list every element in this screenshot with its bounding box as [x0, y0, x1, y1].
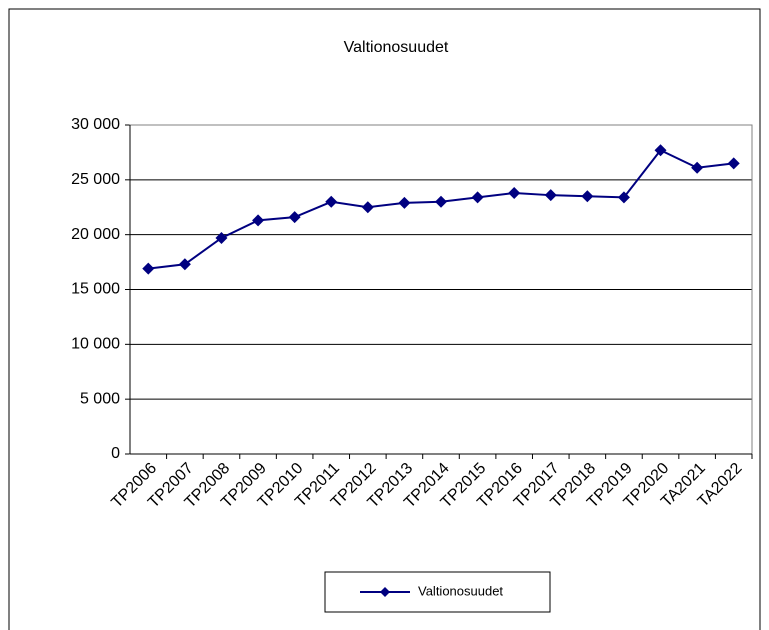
data-point — [178, 258, 191, 271]
data-point — [544, 189, 557, 202]
y-tick-label: 25 000 — [71, 171, 120, 188]
y-tick-label: 0 — [111, 445, 120, 462]
data-point — [142, 262, 155, 275]
chart-frame — [8, 8, 761, 630]
y-tick-label: 15 000 — [71, 281, 120, 298]
data-point — [398, 196, 411, 209]
data-point — [471, 191, 484, 204]
data-point — [691, 161, 704, 174]
y-tick-label: 5 000 — [80, 390, 120, 407]
data-point — [288, 211, 301, 224]
y-tick-label: 10 000 — [71, 336, 120, 353]
y-tick-label: 20 000 — [71, 226, 120, 243]
data-point — [361, 201, 374, 214]
legend-marker — [380, 587, 390, 597]
data-point — [654, 144, 667, 157]
chart-title: Valtionosuudet — [344, 39, 449, 56]
data-point — [435, 195, 447, 208]
data-point — [252, 214, 265, 227]
data-point — [508, 186, 521, 199]
data-point — [581, 190, 594, 203]
data-point — [617, 191, 630, 204]
data-point — [325, 195, 338, 208]
y-tick-label: 30 000 — [71, 116, 120, 133]
legend-label: Valtionosuudet — [418, 583, 503, 598]
data-point — [215, 231, 228, 244]
data-point — [727, 157, 740, 170]
